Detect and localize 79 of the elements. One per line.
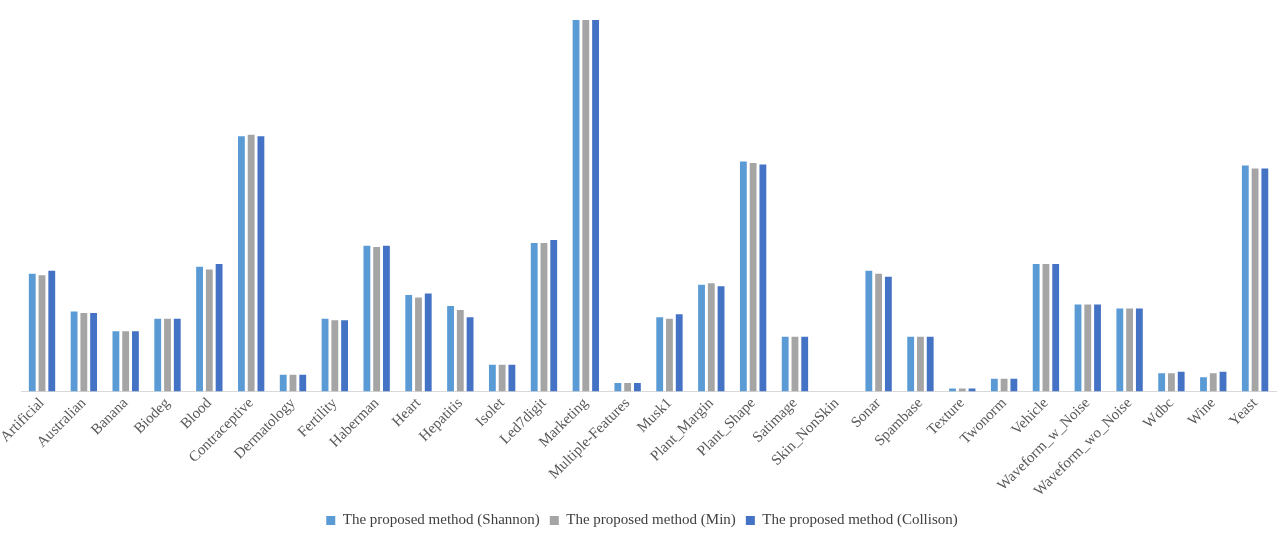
bar: [331, 320, 339, 392]
bar: [1251, 168, 1259, 392]
bar: [1241, 165, 1249, 392]
bar: [759, 164, 767, 392]
bar: [1010, 378, 1018, 392]
bar: [1116, 308, 1124, 392]
bar: [907, 336, 915, 392]
bar: [749, 163, 757, 392]
bar: [624, 382, 632, 392]
bar: [447, 306, 454, 392]
bar: [801, 336, 809, 392]
bar: [739, 161, 747, 392]
bar: [781, 336, 789, 392]
legend-label: The proposed method (Min): [566, 511, 736, 529]
bar: [592, 20, 599, 392]
bar: [1135, 308, 1143, 392]
bar: [958, 388, 966, 392]
bar: [1209, 373, 1217, 392]
bar: [341, 320, 348, 392]
bar: [698, 284, 705, 392]
bar: [1126, 308, 1134, 392]
bar: [1084, 304, 1092, 392]
bar: [80, 313, 88, 392]
bar: [122, 331, 130, 392]
bar: [550, 239, 558, 392]
bar: [926, 336, 934, 392]
legend-label: The proposed method (Shannon): [342, 511, 540, 529]
bar: [666, 318, 673, 392]
bar: [164, 318, 171, 392]
bar: [1168, 373, 1175, 392]
bar: [1200, 377, 1207, 392]
bar: [247, 134, 255, 392]
bar: [112, 331, 120, 392]
bar: [917, 336, 924, 392]
x-tick-label: Yeast: [1225, 393, 1261, 429]
x-tick-label: Wine: [1184, 394, 1219, 429]
bar: [498, 364, 506, 392]
bar: [28, 273, 36, 392]
bar: [614, 382, 622, 392]
bar: [949, 388, 956, 392]
bar: [382, 245, 390, 392]
bar: [1052, 264, 1060, 392]
bar: [884, 276, 892, 392]
bar: [373, 246, 381, 392]
bar: [279, 374, 287, 392]
bar: [405, 294, 413, 392]
bar: [508, 364, 516, 392]
bar: [865, 270, 873, 392]
bar: [154, 318, 162, 392]
bar: [1000, 378, 1008, 392]
bar: [363, 245, 371, 392]
bar: [90, 313, 98, 392]
bar: [675, 314, 683, 392]
bar: [424, 293, 432, 392]
bar: [1158, 373, 1166, 392]
bar: [656, 317, 664, 392]
bar: [875, 273, 883, 392]
bar: [707, 283, 715, 392]
bar: [196, 266, 203, 392]
bar: [237, 136, 245, 392]
bar: [215, 264, 223, 392]
bar: [530, 242, 538, 392]
legend-label: The proposed method (Collison): [762, 511, 958, 529]
bar: [132, 331, 139, 392]
bar: [173, 318, 181, 392]
bar: [968, 388, 976, 392]
bar: [582, 20, 590, 392]
bar: [415, 297, 422, 392]
bar: [1094, 304, 1101, 392]
bar: [1261, 168, 1269, 392]
bar: [48, 270, 56, 392]
bar: [1032, 264, 1040, 392]
bar: [488, 364, 496, 392]
bar: [990, 378, 998, 392]
bar: [633, 382, 641, 392]
bar: [205, 269, 213, 392]
bar: [1177, 371, 1185, 392]
bar: [299, 374, 307, 392]
bar: [456, 310, 464, 392]
